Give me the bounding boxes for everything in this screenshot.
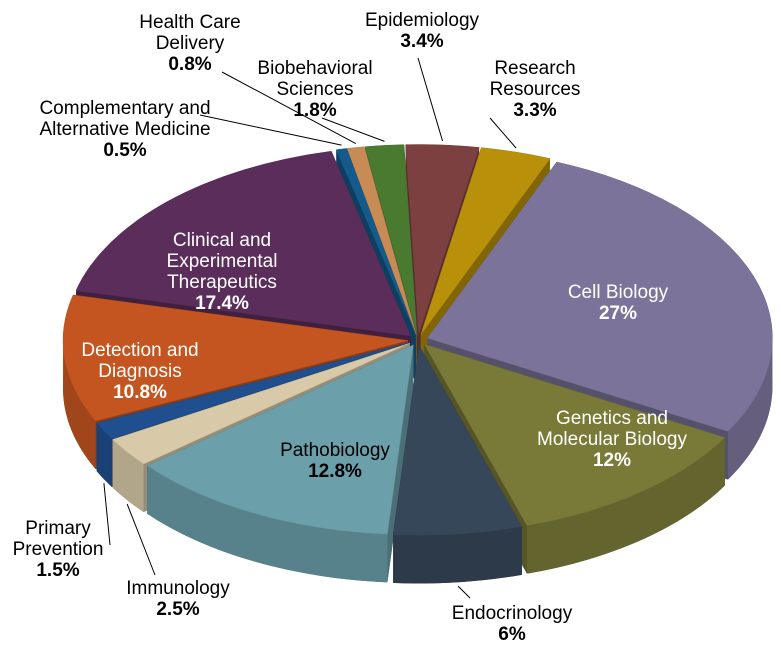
slice-label: Pathobiology 12.8% — [245, 440, 425, 482]
slice-side — [393, 526, 522, 584]
value-label: 1.5% — [36, 560, 80, 581]
slice — [423, 343, 726, 526]
value-label: 3.4% — [400, 31, 444, 52]
leader-line — [489, 117, 517, 149]
slice — [427, 161, 773, 432]
slice-label: Detection and Diagnosis 10.8% — [55, 340, 225, 403]
category-name: Primary Prevention — [12, 518, 104, 560]
slice-label: Complementary and Alternative Medicine 0.… — [25, 98, 225, 161]
category-name: Immunology — [126, 578, 230, 599]
leader-line — [221, 71, 356, 144]
value-label: 0.8% — [168, 54, 212, 75]
category-name: Endocrinology — [451, 603, 573, 624]
category-name: Biobehavioral Sciences — [257, 58, 373, 100]
slice — [62, 294, 409, 422]
leader-line — [457, 585, 471, 599]
slice-label: Primary Prevention 1.5% — [0, 518, 123, 581]
category-name: Pathobiology — [280, 440, 390, 461]
slice-side — [526, 437, 725, 574]
slice — [405, 144, 480, 335]
slice-label: Epidemiology 3.4% — [352, 10, 492, 52]
slice — [112, 342, 410, 465]
value-label: 12.8% — [308, 461, 362, 482]
category-name: Complementary and Alternative Medicine — [39, 98, 211, 140]
leader-line — [417, 57, 444, 142]
slice — [364, 144, 418, 335]
value-label: 27% — [598, 303, 638, 324]
leader-line — [321, 117, 385, 142]
value-label: 3.3% — [513, 100, 557, 121]
category-name: Clinical and Experimental Therapeutics — [166, 230, 278, 293]
value-label: 12% — [592, 450, 632, 471]
slice — [346, 146, 417, 335]
slice-label: Endocrinology 6% — [412, 603, 612, 645]
category-name: Detection and Diagnosis — [81, 340, 199, 382]
category-name: Health Care Delivery — [139, 12, 241, 54]
slice-side — [728, 338, 773, 480]
slice-side — [63, 340, 96, 470]
slice-label: Immunology 2.5% — [88, 578, 268, 620]
slice — [420, 147, 551, 335]
slice-label: Health Care Delivery 0.8% — [115, 12, 265, 75]
leader-line — [126, 503, 156, 576]
slice-side — [96, 423, 112, 487]
slice — [96, 342, 410, 440]
value-label: 10.8% — [113, 382, 167, 403]
value-label: 2.5% — [156, 599, 200, 620]
slice — [146, 344, 414, 535]
slice — [75, 150, 412, 337]
category-name: Genetics and Molecular Biology — [537, 408, 687, 450]
category-name: Research Resources — [489, 58, 581, 100]
value-label: 0.5% — [103, 140, 147, 161]
slice-label: Genetics and Molecular Biology 12% — [527, 408, 697, 471]
value-label: 17.4% — [195, 293, 249, 314]
slice-label: Research Resources 3.3% — [465, 58, 605, 121]
slice-label: Biobehavioral Sciences 1.8% — [235, 58, 395, 121]
leader-line — [103, 483, 111, 546]
leader-line — [199, 114, 342, 146]
slice-label: Clinical and Experimental Therapeutics 17… — [122, 230, 322, 314]
slice-label: Cell Biology 27% — [518, 282, 718, 324]
slice — [392, 344, 523, 536]
value-label: 6% — [498, 624, 526, 645]
slice-side — [112, 439, 144, 513]
slice-side — [147, 465, 388, 583]
category-name: Epidemiology — [364, 10, 480, 31]
slice — [335, 148, 417, 335]
value-label: 1.8% — [293, 100, 337, 121]
slice-wall — [387, 344, 414, 583]
category-name: Cell Biology — [567, 282, 669, 303]
